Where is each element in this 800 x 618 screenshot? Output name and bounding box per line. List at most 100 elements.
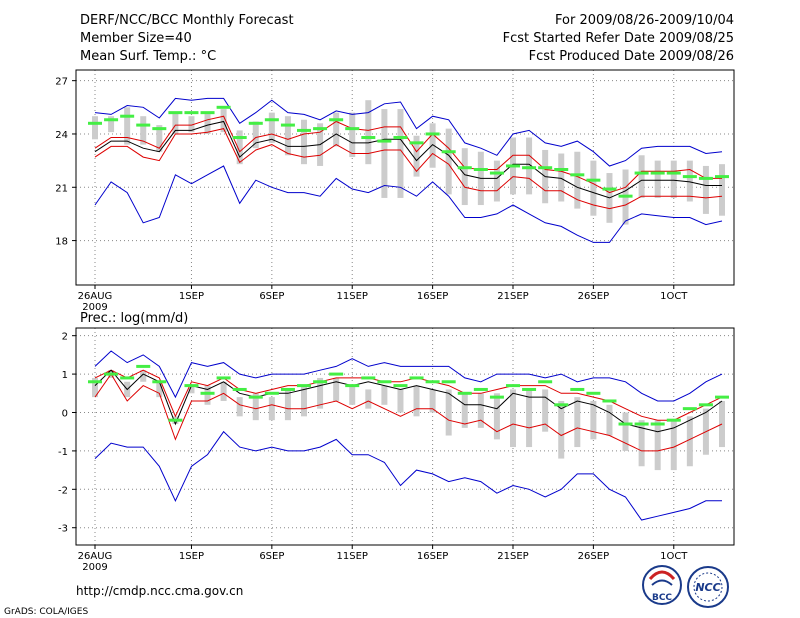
spread-box	[381, 385, 388, 405]
observed-marker	[329, 372, 344, 376]
observed-marker	[715, 175, 729, 179]
spread-box	[638, 155, 645, 198]
observed-marker	[666, 418, 681, 422]
observed-marker	[409, 141, 424, 145]
observed-marker	[152, 380, 167, 384]
ncc-logo-text: NCC	[695, 581, 720, 594]
spread-box	[526, 389, 533, 448]
spread-box	[284, 389, 291, 421]
observed-marker	[554, 168, 569, 172]
x-tick-label: 1OCT	[660, 291, 688, 302]
observed-marker	[168, 111, 183, 115]
spread-box	[413, 135, 420, 177]
observed-marker	[377, 139, 392, 143]
spread-box	[317, 377, 324, 409]
spread-box	[220, 109, 227, 133]
x-tick-label: 11SEP	[337, 291, 368, 302]
spread-box	[461, 148, 468, 206]
spread-box	[574, 397, 581, 448]
spread-box	[284, 116, 291, 156]
observed-marker	[280, 387, 295, 391]
observed-marker	[184, 384, 199, 388]
spread-box	[365, 100, 372, 165]
spread-box	[686, 160, 693, 202]
observed-marker	[200, 111, 215, 115]
observed-marker	[538, 380, 553, 384]
observed-marker	[280, 123, 295, 127]
spread-box	[397, 389, 404, 413]
x-tick-label: 16SEP	[417, 291, 448, 302]
spread-box	[92, 116, 98, 140]
observed-marker	[570, 387, 585, 391]
y-tick-label: 18	[55, 237, 68, 248]
footer-credit: GrADS: COLA/IGES	[4, 607, 88, 617]
observed-marker	[457, 391, 472, 395]
observed-marker	[136, 123, 151, 127]
observed-marker	[313, 127, 328, 131]
spread-box	[268, 397, 275, 421]
plot-frame	[75, 69, 735, 286]
spread-box	[140, 370, 147, 382]
y-tick-label: 0	[62, 408, 68, 419]
observed-marker	[570, 173, 585, 177]
spread-box	[413, 385, 420, 417]
spread-box	[542, 389, 549, 432]
spread-box	[156, 381, 163, 398]
spread-box	[349, 112, 356, 158]
observed-marker	[634, 171, 649, 175]
x-tick-label: 16SEP	[417, 551, 448, 562]
observed-marker	[361, 136, 376, 140]
spread-box	[381, 109, 388, 198]
observed-marker	[88, 380, 102, 384]
observed-marker	[425, 132, 440, 136]
observed-marker	[586, 391, 601, 395]
observed-marker	[441, 380, 456, 384]
x-tick-label: 26AUG	[78, 291, 113, 302]
spread-box	[236, 130, 243, 165]
observed-marker	[264, 118, 279, 122]
spread-box	[445, 389, 452, 436]
spread-box	[429, 123, 436, 168]
figure-title: DERF/NCC/BCC Monthly Forecast	[80, 13, 294, 28]
spread-box	[558, 153, 565, 202]
spread-box	[252, 393, 259, 421]
observed-marker	[586, 178, 601, 182]
y-tick-label: -1	[58, 447, 68, 458]
x-tick-label: 6SEP	[259, 291, 284, 302]
spread-box	[606, 404, 613, 436]
spread-box	[252, 121, 259, 149]
series-upper-line	[94, 369, 723, 421]
observed-marker	[682, 407, 697, 411]
spread-box	[590, 400, 597, 440]
y-tick-label: 2	[62, 332, 68, 343]
observed-marker	[264, 391, 279, 395]
observed-marker	[345, 384, 360, 388]
spread-box	[590, 160, 597, 216]
observed-marker	[329, 118, 344, 122]
spread-box	[654, 160, 661, 198]
observed-marker	[682, 175, 697, 179]
observed-marker	[666, 171, 681, 175]
observed-marker	[88, 121, 102, 125]
observed-marker	[554, 403, 569, 407]
spread-box	[301, 119, 307, 165]
spread-box	[493, 393, 500, 440]
spread-box	[397, 109, 404, 198]
observed-marker	[602, 399, 617, 403]
spread-box	[333, 377, 340, 401]
observed-marker	[473, 168, 488, 172]
spread-box	[349, 385, 356, 405]
spread-box	[188, 116, 195, 133]
produced-date: Fcst Produced Date 2009/08/26	[529, 49, 734, 64]
spread-box	[558, 400, 565, 459]
x-tick-label: 11SEP	[337, 551, 368, 562]
x-tick-label: 26SEP	[578, 551, 609, 562]
refer-date: Fcst Started Refer Date 2009/08/25	[503, 31, 734, 46]
observed-marker	[650, 171, 665, 175]
observed-marker	[506, 384, 520, 388]
spread-box	[670, 160, 677, 198]
footer-url[interactable]: http://cmdp.ncc.cma.gov.cn	[76, 584, 243, 598]
observed-marker	[120, 376, 135, 380]
observed-marker	[650, 422, 665, 426]
